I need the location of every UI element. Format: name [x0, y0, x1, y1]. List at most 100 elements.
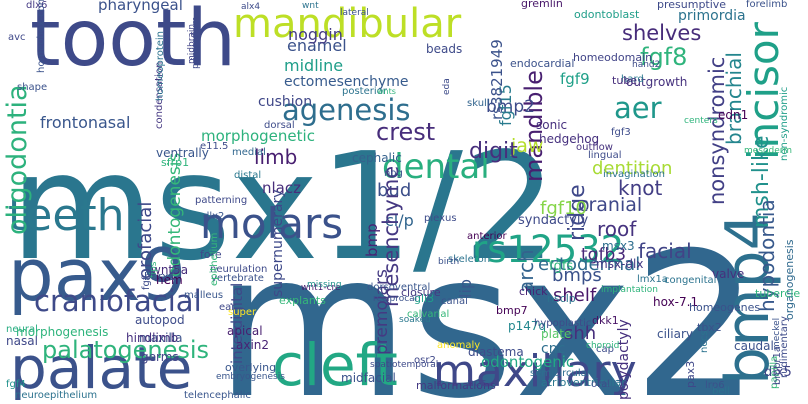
cloud-word: ciliary	[657, 327, 693, 341]
cloud-word: hedgehog	[539, 132, 599, 146]
cloud-word: choroid	[586, 341, 619, 351]
cloud-word: neurulation	[210, 264, 267, 275]
cloud-word: implantation	[601, 285, 658, 295]
cloud-word: morphogenesis	[16, 325, 108, 339]
cloud-word: teeth	[8, 190, 125, 241]
cloud-word: calvarial	[407, 309, 449, 320]
cloud-word: homeogenes	[689, 301, 760, 314]
cloud-word: malleus	[184, 290, 223, 301]
cloud-word: dorsoventral	[367, 282, 430, 293]
cloud-word: neural	[6, 324, 38, 335]
cloud-word: patterning	[195, 195, 247, 206]
cloud-word: wnts	[377, 87, 396, 96]
cloud-word: axin2	[236, 338, 269, 352]
cloud-word: malformations	[416, 379, 496, 392]
cloud-word: wnt5a	[151, 263, 188, 277]
cloud-word: molars	[200, 199, 343, 248]
cloud-word: mandible	[520, 70, 548, 182]
cloud-word: congenital	[664, 275, 716, 286]
cloud-word: cushion	[258, 94, 312, 110]
cloud-word: limb	[254, 145, 297, 169]
cloud-word: fgf	[141, 276, 152, 290]
cloud-word: homeobox-containing	[36, 0, 47, 73]
cloud-word: cephalic	[352, 151, 402, 165]
cloud-word: lmx1a	[637, 274, 668, 285]
cloud-word: morphogenetic	[201, 127, 315, 145]
cloud-word: rudimentary	[779, 316, 790, 378]
cloud-word: gli3	[414, 292, 434, 305]
cloud-word: invagination	[603, 169, 665, 180]
cloud-word: forelimb	[746, 0, 787, 10]
cloud-word: incisor	[739, 21, 788, 160]
cloud-word: tbx2	[697, 321, 722, 334]
cloud-word: hem	[156, 273, 183, 287]
cloud-word: fore	[200, 248, 222, 261]
cloud-word: plate	[541, 327, 571, 341]
cloud-word: rs12532	[472, 228, 624, 271]
cloud-word: posterior	[342, 86, 388, 97]
cloud-word: fgf10	[540, 198, 587, 219]
cloud-word: shelf	[553, 285, 597, 306]
cloud-word: shelves	[622, 21, 701, 45]
cloud-word: fgf8	[640, 43, 687, 71]
cloud-word: fgfs	[549, 259, 573, 274]
cloud-word: autopod	[135, 313, 185, 327]
cloud-word: msh-like	[749, 136, 774, 229]
cloud-word: explants	[279, 294, 326, 307]
cloud-word: ectomesenchyme	[284, 74, 409, 90]
cloud-word: germs	[141, 350, 179, 364]
cloud-word: canal	[441, 296, 468, 307]
cloud-word: dorsal	[264, 120, 295, 131]
cloud-word: branchial	[722, 52, 746, 145]
cloud-word: hand2	[632, 60, 660, 70]
cloud-word: dlx2	[203, 211, 224, 222]
cloud-word: pax9	[8, 233, 186, 317]
cloud-word: apical	[227, 324, 263, 338]
cloud-word: condensation	[154, 62, 165, 129]
cloud-word: cap	[596, 344, 614, 355]
cloud-word: jaw	[510, 135, 543, 157]
cloud-word: cnc	[541, 341, 565, 357]
cloud-word: tube	[612, 74, 637, 87]
cloud-word: p147q	[508, 319, 546, 333]
cloud-word: avc	[8, 32, 26, 43]
cloud-word: rs3821949	[488, 39, 506, 120]
cloud-word: papilla	[769, 356, 780, 389]
cloud-word: supernumerary	[270, 189, 286, 297]
cloud-word: agenesis	[282, 93, 411, 127]
cloud-word: sfrp1	[161, 156, 189, 169]
cloud-word: palatogenesis	[42, 336, 209, 364]
cloud-word: soaked	[399, 315, 431, 325]
cloud-word: nasal	[6, 334, 38, 348]
cloud-word: polydactyly	[616, 319, 632, 400]
cloud-word: skull	[467, 98, 490, 109]
cloud-word: epithelium	[209, 233, 220, 286]
cloud-word: anomaly	[437, 340, 480, 351]
cloud-word: ridge	[565, 184, 590, 241]
cloud-word: oral	[591, 379, 610, 390]
cloud-word: hox-7.1	[653, 295, 698, 309]
cloud-word: caudal	[734, 339, 774, 353]
cloud-word: mesoderm	[744, 146, 792, 156]
cloud-word: fgf3	[611, 127, 631, 138]
cloud-word: centers	[684, 116, 718, 126]
cloud-word: overlying	[225, 361, 276, 374]
cloud-word: gremlin	[521, 0, 563, 10]
cloud-word: bmpr1a	[772, 346, 783, 385]
cloud-word: nonsyndromic	[705, 57, 729, 205]
cloud-word: chick	[519, 285, 548, 298]
cloud-word: homeoprotein	[155, 31, 166, 101]
cloud-word: beads	[426, 42, 462, 56]
cloud-word: cleft	[272, 331, 398, 399]
cloud-word: midbrain	[187, 24, 197, 64]
cloud-word: hypoplastic	[534, 318, 591, 329]
cloud-word: tips	[149, 261, 159, 278]
cloud-word: wnt1-cre	[301, 283, 341, 293]
cloud-word: cl/p	[385, 211, 414, 230]
cloud-word: fgf4	[6, 379, 26, 390]
cloud-word: noggin	[288, 25, 343, 44]
cloud-word: odontoblast	[574, 8, 640, 21]
cloud-word: tgfb3	[581, 245, 626, 265]
cloud-word: nccs	[699, 330, 710, 353]
